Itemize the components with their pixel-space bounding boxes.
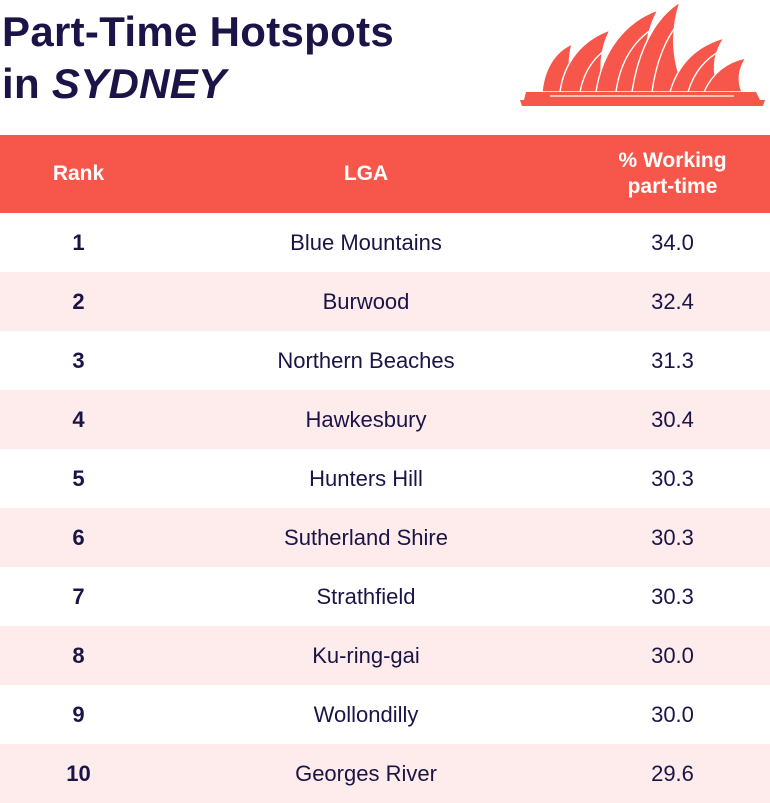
- table-row: 2 Burwood 32.4: [0, 272, 770, 331]
- rank-cell: 1: [72, 229, 85, 255]
- rank-cell: 7: [72, 583, 85, 609]
- column-header-pct-line2: part-time: [627, 175, 718, 198]
- rank-cell: 8: [72, 642, 85, 668]
- pct-cell: 30.0: [651, 701, 694, 727]
- lga-cell: Blue Mountains: [290, 229, 442, 255]
- pct-cell: 32.4: [651, 288, 694, 314]
- lga-cell: Wollondilly: [313, 701, 419, 727]
- pct-cell: 34.0: [651, 229, 694, 255]
- rank-cell: 2: [72, 288, 85, 314]
- rank-cell: 9: [72, 701, 85, 727]
- title-line-2-prefix: in: [2, 60, 52, 107]
- rank-cell: 4: [72, 406, 85, 432]
- pct-cell: 30.0: [651, 642, 694, 668]
- table-row: 3 Northern Beaches 31.3: [0, 331, 770, 390]
- pct-cell: 30.3: [651, 524, 694, 550]
- table-row: 1 Blue Mountains 34.0: [0, 213, 770, 272]
- column-header-pct-line1: % Working: [618, 149, 727, 172]
- page-title: Part-Time Hotspots in SYDNEY: [2, 6, 394, 110]
- pct-cell: 30.3: [651, 465, 694, 491]
- lga-cell: Georges River: [295, 760, 437, 786]
- lga-cell: Strathfield: [316, 583, 416, 609]
- opera-house-icon: [520, 1, 765, 106]
- title-city: SYDNEY: [51, 60, 227, 107]
- lga-cell: Hunters Hill: [309, 465, 423, 491]
- rank-cell: 6: [72, 524, 85, 550]
- table-row: 5 Hunters Hill 30.3: [0, 449, 770, 508]
- table-row: 7 Strathfield 30.3: [0, 567, 770, 626]
- lga-cell: Burwood: [322, 288, 410, 314]
- rank-cell: 3: [72, 347, 85, 373]
- table-row: 10 Georges River 29.6: [0, 744, 770, 803]
- table-header: Rank LGA % Working part-time: [0, 135, 770, 213]
- column-header-lga: LGA: [343, 162, 389, 185]
- rank-cell: 5: [72, 465, 85, 491]
- table-row: 4 Hawkesbury 30.4: [0, 390, 770, 449]
- column-header-pct: % Working part-time: [575, 148, 770, 200]
- lga-cell: Hawkesbury: [305, 406, 427, 432]
- hotspots-table: Rank LGA % Working part-time 1 Blue Mount…: [0, 135, 770, 803]
- pct-cell: 31.3: [651, 347, 694, 373]
- pct-cell: 30.3: [651, 583, 694, 609]
- pct-cell: 30.4: [651, 406, 694, 432]
- lga-cell: Northern Beaches: [277, 347, 455, 373]
- rank-cell: 10: [66, 760, 91, 786]
- pct-cell: 29.6: [651, 760, 694, 786]
- lga-cell: Ku-ring-gai: [312, 642, 420, 668]
- lga-cell: Sutherland Shire: [284, 524, 448, 550]
- table-row: 6 Sutherland Shire 30.3: [0, 508, 770, 567]
- table-body: 1 Blue Mountains 34.0 2 Burwood 32.4 3 Northern…: [0, 213, 770, 803]
- title-line-1: Part-Time Hotspots: [2, 8, 395, 55]
- table-row: 8 Ku-ring-gai 30.0: [0, 626, 770, 685]
- table-row: 9 Wollondilly 30.0: [0, 685, 770, 744]
- column-header-rank: Rank: [52, 162, 105, 185]
